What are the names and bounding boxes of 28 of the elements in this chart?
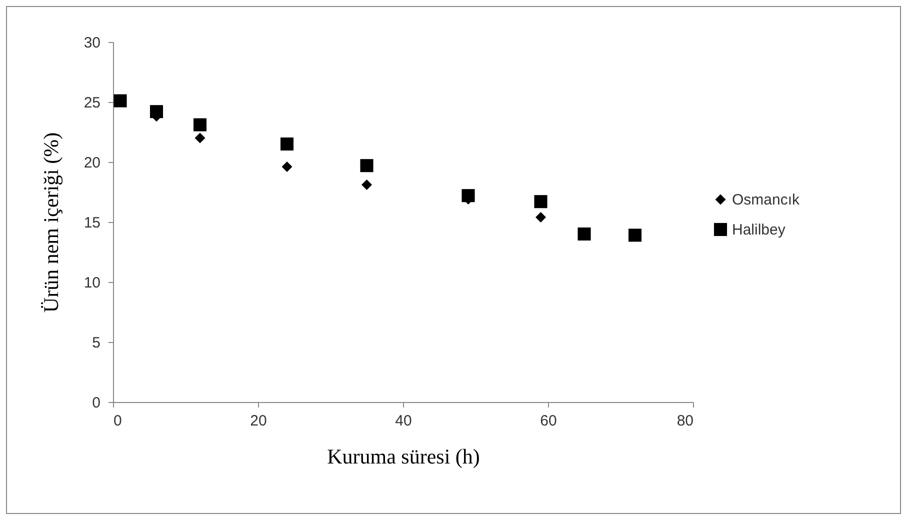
point [362,180,372,190]
point [114,94,127,108]
point [194,132,206,144]
x-tick-label: 80 [676,412,694,430]
y-tick-label: 20 [84,154,100,172]
x-tick-label: 40 [395,412,412,430]
point [628,228,642,242]
x-tick-label: 20 [250,412,267,430]
y-tick-label: 5 [92,334,100,352]
point [282,162,292,172]
y-tick-label: 15 [84,214,100,232]
point [578,227,591,241]
y-tick-label: 30 [84,34,100,52]
x-axis-title: Kuruma süresi (h) [327,444,480,468]
x-tick-label: 60 [540,412,557,430]
point [534,195,548,208]
y-tick-label: 25 [84,94,100,112]
legend-label: Halilbey [732,222,786,238]
point [280,137,294,151]
point [193,118,207,132]
x-tick-label: 0 [114,412,122,430]
y-tick-label: 0 [92,394,100,412]
point [360,159,374,172]
point [150,105,164,118]
y-axis-title: Ürün nem içeriği (%) [38,132,63,313]
point [536,212,546,222]
legend-label: Osmancık [732,192,800,208]
y-tick-label: 10 [84,274,100,292]
